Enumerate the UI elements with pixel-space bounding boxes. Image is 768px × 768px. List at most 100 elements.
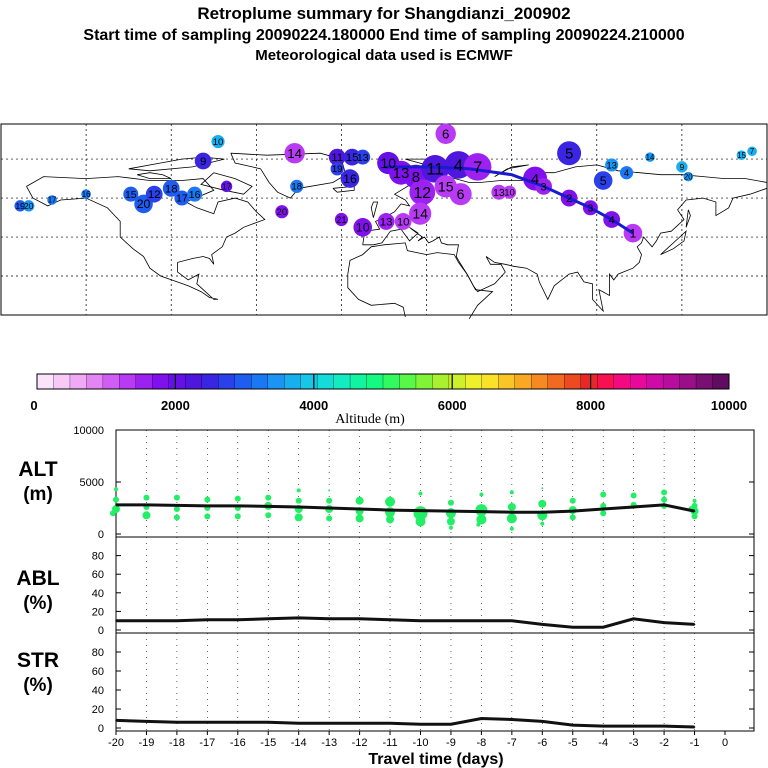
plume-day-label: 20: [277, 207, 288, 218]
alt-data-point: [389, 509, 391, 511]
abl-panel-unit: (%): [23, 593, 53, 614]
plume-marker: [683, 171, 694, 182]
altitude-scatter-point: [173, 514, 180, 521]
plume-day-label: 14: [646, 153, 655, 162]
str-data-point: [237, 721, 239, 724]
abl-data-point: [358, 618, 361, 620]
abl-data-point: [328, 618, 330, 620]
colorbar-swatch: [283, 373, 302, 390]
str-data-point: [206, 721, 209, 724]
plume-marker: [377, 213, 395, 230]
plume-day-label: 10: [356, 221, 370, 235]
plume-day-label: 16: [343, 172, 357, 186]
plume-day-label: 15: [125, 189, 137, 201]
colorbar-swatch: [465, 373, 483, 390]
map-coastline: [685, 209, 691, 228]
altitude-scatter-point: [109, 510, 116, 517]
str-data-point: [693, 726, 696, 728]
y-tick-label: 0: [98, 529, 104, 541]
altitude-colorbar: 0 2000 4000 6000 8000 10000: [30, 373, 747, 413]
abl-data-point: [237, 618, 239, 621]
str-data-point: [267, 721, 270, 724]
altitude-scatter-point: [173, 494, 180, 501]
altitude-scatter-point: [355, 496, 364, 505]
colorbar-swatch: [119, 373, 137, 390]
plume-marker: [593, 171, 613, 190]
str-data-point: [511, 718, 513, 721]
plume-marker: [14, 200, 26, 212]
colorbar-swatch: [152, 373, 170, 390]
colorbar-swatch: [629, 373, 648, 390]
plume-marker: [187, 186, 203, 202]
str-panel-title: STR: [17, 649, 59, 672]
altitude-scatter-point: [385, 496, 396, 507]
colorbar-swatch: [712, 373, 730, 390]
str-data-point: [358, 722, 361, 725]
colorbar-swatch: [333, 373, 351, 390]
plume-marker: [220, 180, 233, 193]
plume-marker: [676, 161, 688, 173]
meteo-subtitle: Meteorological data used is ECMWF: [255, 47, 513, 64]
altitude-scatter-point: [541, 487, 544, 490]
str-data-point: [419, 723, 422, 725]
plume-centroid-track: [384, 165, 634, 235]
map-coastline: [370, 201, 379, 218]
plume-marker: [334, 212, 349, 227]
alt-panel-title: ALT: [18, 458, 57, 481]
altitude-scatter-point: [204, 496, 211, 503]
y-tick-label: 80: [92, 647, 104, 659]
plume-day-label: 13: [393, 165, 410, 182]
str-data-point: [571, 724, 574, 726]
colorbar-swatch: [498, 373, 516, 390]
abl-data-point: [297, 617, 300, 619]
plume-day-label: 4: [531, 171, 539, 188]
x-tick-label: -15: [260, 737, 276, 749]
colorbar-swatch: [580, 373, 598, 390]
colorbar-swatch: [432, 373, 450, 390]
altitude-scatter-point: [326, 515, 333, 522]
x-tick-label: -19: [138, 737, 154, 749]
x-tick-label: -2: [659, 737, 669, 749]
altitude-scatter-point: [600, 491, 607, 498]
y-tick-label: 20: [92, 606, 104, 618]
plume-day-label: 14: [287, 146, 302, 161]
alt-data-point: [632, 506, 635, 508]
plume-day-label: 16: [189, 189, 201, 201]
x-tick-label: -16: [230, 737, 246, 749]
altitude-scatter-point: [142, 511, 151, 520]
alt-data-point: [297, 506, 300, 508]
altitude-scatter-point: [476, 514, 487, 525]
panel-str: 0 20 40 60 80: [92, 632, 755, 735]
alt-data-point: [176, 504, 178, 507]
abl-data-point: [632, 618, 635, 620]
str-data-point: [328, 722, 330, 725]
plume-day-label: 10: [380, 155, 396, 171]
plume-marker: [394, 213, 412, 230]
y-tick-label: 80: [92, 551, 104, 563]
plume-marker: [736, 150, 747, 160]
panel-frame: [115, 632, 755, 732]
colorbar-swatch: [349, 373, 367, 390]
altitude-scatter-point: [418, 491, 423, 496]
colorbar-swatch: [646, 373, 664, 390]
altitude-scatter-point: [448, 525, 453, 530]
abl-panel-title: ABL: [16, 567, 59, 590]
plume-day-label: 13: [606, 160, 617, 171]
plume-marker: [619, 166, 634, 180]
str-data-point: [602, 725, 604, 727]
altitude-scatter-point: [509, 526, 514, 531]
y-tick-label: 40: [92, 685, 104, 697]
altitude-scatter-point: [661, 496, 668, 503]
map-coastline: [347, 242, 494, 320]
colorbar-swatch: [168, 373, 186, 390]
plume-day-label: 13: [380, 216, 393, 228]
plume-day-label: 11: [426, 160, 443, 179]
plume-marker: [435, 123, 456, 144]
abl-data-point: [267, 618, 270, 620]
x-tick-label: -9: [446, 737, 456, 749]
x-tick-label: -5: [568, 737, 578, 749]
map-coastline: [200, 172, 253, 195]
altitude-scatter-point: [295, 497, 302, 504]
plume-marker: [340, 169, 360, 188]
